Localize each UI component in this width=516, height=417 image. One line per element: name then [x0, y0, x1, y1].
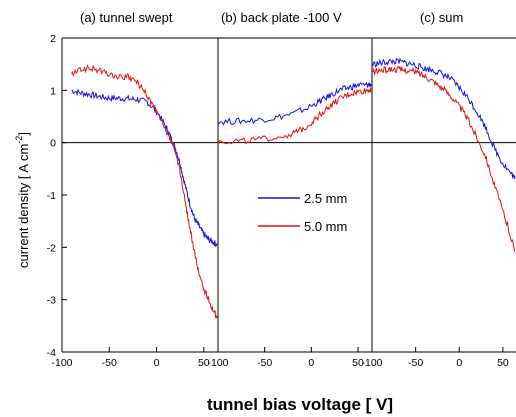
- y-tick-label: 0: [50, 138, 56, 150]
- y-axis-title-exponent: -2: [14, 136, 24, 144]
- series-line-panel1-1: [217, 86, 372, 145]
- plot-area: 210-1-2-3-4-100 -50 0 50-100 -50 0 50-100 -50 0 5…: [47, 33, 516, 369]
- x-tick-label: 0: [456, 357, 462, 369]
- series-line-panel2-0: [371, 57, 516, 180]
- y-tick-label: -3: [47, 295, 56, 307]
- y-tick-label: 1: [50, 85, 56, 97]
- legend-label: 2.5 mm: [304, 191, 347, 206]
- x-tick-label: -100: [207, 357, 228, 369]
- y-tick-label: -1: [47, 190, 56, 202]
- series-line-panel0-1: [71, 64, 218, 319]
- x-tick-label: -50: [257, 357, 272, 369]
- x-tick-label: -50: [408, 357, 423, 369]
- x-tick-label: 50: [497, 357, 509, 369]
- x-tick-label: 50: [352, 357, 364, 369]
- y-axis-title-group: current density [ A cm-2]: [14, 132, 31, 268]
- y-tick-label: -4: [47, 347, 56, 359]
- y-axis-title-close: ]: [16, 132, 31, 136]
- panel-title-b: (b) back plate -100 V: [221, 10, 342, 25]
- series-line-panel0-0: [71, 88, 218, 247]
- y-axis-title: current density [ A cm-2]: [14, 132, 31, 268]
- y-axis-title-main: current density [ A cm: [16, 144, 31, 268]
- x-tick-label: 50: [198, 357, 210, 369]
- y-tick-label: -2: [47, 242, 56, 254]
- x-tick-label: 0: [154, 357, 160, 369]
- legend-label: 5.0 mm: [304, 219, 347, 234]
- x-tick-label: -50: [102, 357, 117, 369]
- series-line-panel2-1: [371, 65, 516, 253]
- panel-title-c: (c) sum: [420, 10, 463, 25]
- x-tick-label: -100: [51, 357, 72, 369]
- y-tick-label: 2: [50, 33, 56, 45]
- series-line-panel1-0: [217, 81, 372, 126]
- panel-title-a: (a) tunnel swept: [80, 10, 173, 25]
- legend: 2.5 mm 5.0 mm: [258, 191, 347, 234]
- x-tick-label: 0: [308, 357, 314, 369]
- x-tick-label: -100: [361, 357, 382, 369]
- x-axis-title: tunnel bias voltage [ V]: [207, 395, 393, 414]
